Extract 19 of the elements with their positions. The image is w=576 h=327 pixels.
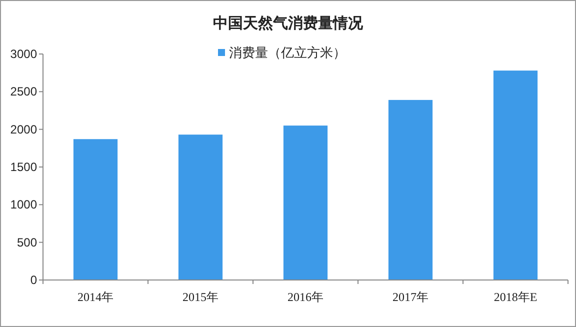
y-tick-label: 1000: [10, 198, 38, 212]
y-tick-label: 3000: [10, 47, 38, 61]
x-tick-label: 2015年: [182, 290, 218, 304]
bar: [178, 134, 223, 280]
bar: [73, 139, 118, 280]
legend-label: 消费量（亿立方米）: [229, 45, 346, 60]
y-tick-label: 2500: [10, 84, 38, 99]
chart-title: 中国天然气消费量情况: [213, 15, 364, 32]
x-tick-label: 2014年: [78, 290, 114, 304]
y-tick-label: 1500: [10, 160, 38, 174]
y-tick-label: 2000: [10, 122, 38, 136]
x-tick-label: 2018年E: [494, 290, 538, 304]
y-tick-label: 500: [16, 235, 38, 250]
x-tick-label: 2016年: [288, 290, 324, 304]
y-tick-label: 0: [30, 273, 38, 287]
bar: [283, 126, 328, 280]
x-tick-label: 2017年: [392, 290, 428, 304]
bar: [388, 100, 433, 280]
bar: [493, 70, 538, 280]
